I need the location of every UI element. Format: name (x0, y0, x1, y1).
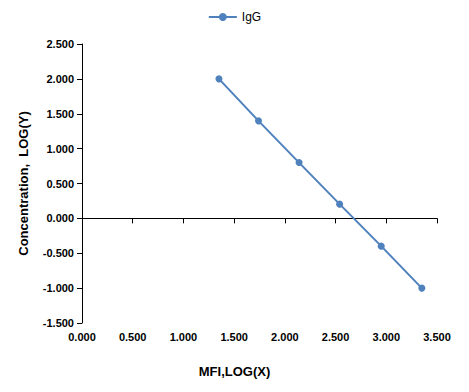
svg-text:3.000: 3.000 (373, 331, 401, 343)
svg-text:3.500: 3.500 (423, 331, 451, 343)
svg-text:-1.000: -1.000 (43, 282, 74, 294)
svg-text:0.000: 0.000 (46, 212, 74, 224)
svg-text:2.000: 2.000 (271, 331, 299, 343)
svg-text:MFI,LOG(X): MFI,LOG(X) (199, 364, 270, 379)
svg-text:Concentration, LOG(Y): Concentration, LOG(Y) (16, 111, 31, 255)
svg-text:1.000: 1.000 (46, 143, 74, 155)
svg-text:1.500: 1.500 (46, 108, 74, 120)
svg-text:0.500: 0.500 (119, 331, 147, 343)
svg-text:2.500: 2.500 (46, 38, 74, 50)
svg-text:2.000: 2.000 (46, 73, 74, 85)
svg-text:-0.500: -0.500 (43, 247, 74, 259)
svg-text:1.000: 1.000 (170, 331, 198, 343)
svg-text:-1.500: -1.500 (43, 317, 74, 329)
svg-text:0.000: 0.000 (68, 331, 96, 343)
svg-text:2.500: 2.500 (322, 331, 350, 343)
svg-text:IgG: IgG (242, 10, 261, 24)
svg-text:1.500: 1.500 (220, 331, 248, 343)
svg-text:0.500: 0.500 (46, 178, 74, 190)
